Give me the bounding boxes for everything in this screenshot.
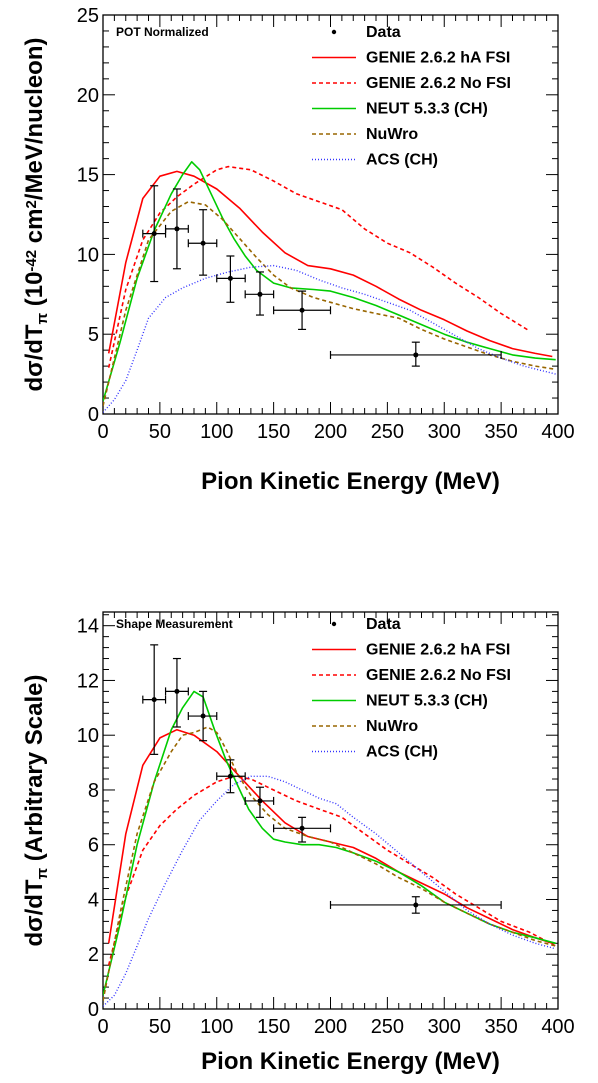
legend-label: GENIE 2.6.2 No FSI [366,667,511,684]
data-point [273,290,332,331]
data-marker [257,291,263,297]
legend-label: GENIE 2.6.2 hA FSI [366,50,510,67]
series-line-5 [103,775,556,1007]
legend: Data GENIE 2.6.2 hA FSI GENIE 2.6.2 No FSI… [312,24,511,169]
data-point [273,816,332,843]
data-point [329,341,502,367]
data-point [164,188,189,270]
legend-label: Data [366,616,401,633]
y-tick-label: 4 [88,889,99,911]
panel-label: POT Normalized [116,25,209,39]
x-tick-label: 300 [428,421,461,443]
legend: Data GENIE 2.6.2 hA FSI GENIE 2.6.2 No FSI… [312,616,511,761]
data-point [329,896,502,914]
legend-label: GENIE 2.6.2 hA FSI [366,642,510,659]
x-tick-label: 100 [200,1016,233,1038]
y-tick-label: 0 [88,404,99,426]
legend-label: NEUT 5.3.3 (CH) [366,101,488,118]
x-tick-label: 50 [149,421,171,443]
data-marker [299,825,305,831]
series-line-3 [103,690,556,996]
x-tick-label: 300 [428,1016,461,1038]
x-tick-label: 150 [257,1016,290,1038]
x-tick-label: 100 [200,421,233,443]
series-line-4 [103,200,556,407]
y-tick-label: 15 [77,165,99,187]
legend-marker-data [331,29,337,35]
x-tick-label: 0 [97,421,108,443]
data-marker [227,275,233,281]
y-tick-label: 12 [77,670,99,692]
x-tick-label: 250 [371,1016,404,1038]
x-axis-title: Pion Kinetic Energy (MeV) [201,468,500,495]
data-marker [413,352,419,358]
x-tick-label: 0 [97,1016,108,1038]
chart-panel-1: 0 50 100 150 200 250 300 350 400 0 5 10 15 20 25 POT No… [21,5,575,495]
y-tick-label: 5 [88,324,99,346]
y-tick-label: 2 [88,944,99,966]
data-point [142,185,167,283]
series-line-2 [107,165,531,368]
y-tick-label: 20 [77,85,99,107]
panel-label: Shape Measurement [116,617,233,631]
legend-label: ACS (CH) [366,744,438,761]
y-tick-label: 10 [77,244,99,266]
x-tick-label: 200 [314,421,347,443]
legend-marker-data [331,621,337,627]
data-point [142,644,167,755]
chart-panel-2: 0 50 100 150 200 250 300 350 400 0 2 4 6 8 10 12 14 Shape… [21,611,575,1075]
y-tick-label: 14 [77,616,99,638]
data-marker [174,688,180,694]
y-axis-title: dσ/dTπ (10-42 cm2/MeV/nucleon) [21,38,51,392]
data-point [216,255,246,303]
data-point [244,786,275,818]
x-axis-title: Pion Kinetic Energy (MeV) [201,1048,500,1075]
data-marker [257,798,263,804]
x-tick-label: 400 [541,421,574,443]
data-marker [413,902,419,908]
legend-label: NuWro [366,126,418,143]
y-tick-label: 25 [77,5,99,27]
series-line-4 [103,726,556,1001]
series-line-1 [107,170,553,358]
x-tick-label: 350 [484,1016,517,1038]
y-tick-label: 0 [88,999,99,1021]
x-tick-label: 200 [314,1016,347,1038]
data-point [216,759,246,794]
data-marker [151,697,157,703]
data-point [187,690,218,742]
data-marker [299,307,305,313]
data-point [164,657,189,728]
x-tick-label: 50 [149,1016,171,1038]
series-line-3 [103,161,556,402]
legend-label: NuWro [366,718,418,735]
x-tick-label: 150 [257,421,290,443]
data-marker [200,713,206,719]
y-tick-label: 8 [88,780,99,802]
data-marker [174,226,180,232]
y-tick-label: 6 [88,835,99,857]
data-point [244,271,275,316]
legend-label: NEUT 5.3.3 (CH) [366,693,488,710]
x-tick-label: 400 [541,1016,574,1038]
data-marker [151,231,157,237]
x-tick-label: 350 [484,421,517,443]
data-point [187,209,218,276]
legend-label: GENIE 2.6.2 No FSI [366,75,511,92]
data-marker [227,773,233,779]
series-line-2 [107,775,557,966]
data-marker [200,240,206,246]
legend-label: ACS (CH) [366,152,438,169]
y-axis-title: dσ/dTπ (Arbitrary Scale) [21,675,51,947]
x-tick-label: 250 [371,421,404,443]
legend-label: Data [366,24,401,41]
y-tick-label: 10 [77,725,99,747]
